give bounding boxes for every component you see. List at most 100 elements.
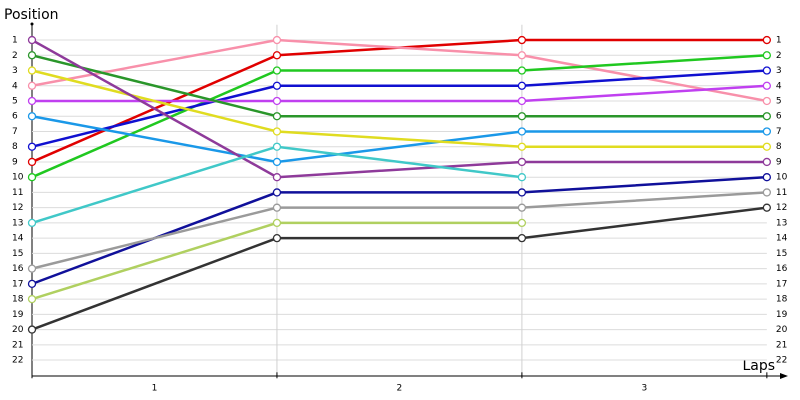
point-marker <box>762 142 772 151</box>
point-marker <box>27 112 37 121</box>
y-tick-label: 9 <box>12 157 18 167</box>
point-marker <box>517 51 527 60</box>
point-marker <box>517 203 527 212</box>
series-line <box>31 175 767 286</box>
y-tick-label-right: 5 <box>776 96 782 106</box>
point-marker <box>27 96 37 106</box>
point-marker <box>762 81 772 90</box>
y-tick-label-right: 21 <box>776 340 787 350</box>
point-marker <box>27 157 37 167</box>
y-tick-label-right: 9 <box>776 157 782 167</box>
y-tick-label-right: 19 <box>776 310 788 320</box>
point-marker <box>272 81 282 90</box>
y-tick-label: 14 <box>12 234 24 244</box>
series-line <box>31 69 767 148</box>
point-marker <box>762 127 772 136</box>
point-marker <box>272 218 282 228</box>
point-marker <box>517 218 527 228</box>
point-marker <box>762 66 772 75</box>
x-axis-arrow <box>780 373 788 379</box>
point-marker <box>272 157 282 167</box>
y-tick-label: 8 <box>12 142 18 152</box>
y-tick-label: 18 <box>12 295 24 305</box>
series-line <box>31 38 767 179</box>
y-tick-label: 7 <box>12 127 18 137</box>
y-tick-label: 16 <box>12 264 24 274</box>
series-line <box>31 69 767 148</box>
y-tick-label: 5 <box>12 96 18 106</box>
point-marker <box>762 112 772 121</box>
y-tick-label: 20 <box>12 325 24 335</box>
point-marker <box>27 294 37 304</box>
point-marker <box>517 142 527 151</box>
y-tick-label-right: 11 <box>776 188 787 198</box>
y-tick-label: 22 <box>12 356 23 366</box>
y-tick-label-right: 2 <box>776 51 782 61</box>
chart-title: Position <box>4 7 59 23</box>
y-tick-label-right: 6 <box>776 112 782 122</box>
point-marker <box>272 127 282 136</box>
point-marker <box>517 233 527 243</box>
point-marker <box>517 112 527 121</box>
y-tick-label-right: 4 <box>776 81 782 91</box>
series-line <box>31 115 767 164</box>
y-tick-label: 15 <box>12 249 23 259</box>
point-marker <box>762 35 772 45</box>
y-tick-label-right: 1 <box>776 36 782 46</box>
point-marker <box>517 157 527 167</box>
y-tick-label-right: 17 <box>776 279 787 289</box>
point-marker <box>27 51 37 60</box>
y-tick-label: 17 <box>12 279 23 289</box>
y-tick-label: 1 <box>12 36 18 46</box>
y-tick-label-right: 18 <box>776 295 788 305</box>
y-tick-label-right: 22 <box>776 356 787 366</box>
y-tick-label-right: 15 <box>776 249 787 259</box>
y-axis-cap <box>30 22 34 26</box>
point-marker <box>762 96 772 106</box>
point-marker <box>272 203 282 212</box>
point-marker <box>762 188 772 197</box>
point-marker <box>27 264 37 273</box>
point-marker <box>27 81 37 90</box>
point-marker <box>27 279 37 289</box>
y-tick-label: 6 <box>12 112 18 122</box>
point-marker <box>27 66 37 75</box>
point-marker <box>272 66 282 75</box>
series-line <box>31 191 767 270</box>
point-marker <box>762 203 772 212</box>
y-tick-label: 19 <box>12 310 24 320</box>
y-tick-label: 3 <box>12 66 18 76</box>
series-line <box>31 54 767 118</box>
x-tick-label: 2 <box>397 384 403 394</box>
y-tick-label: 4 <box>12 81 18 91</box>
y-tick-label-right: 14 <box>776 234 788 244</box>
point-marker <box>27 325 37 334</box>
point-marker <box>762 51 772 60</box>
y-tick-label: 10 <box>12 173 24 183</box>
point-marker <box>517 81 527 90</box>
point-marker <box>762 157 772 167</box>
point-marker <box>272 96 282 106</box>
y-tick-label-right: 20 <box>776 325 788 335</box>
point-marker <box>272 35 282 45</box>
y-tick-label: 12 <box>12 203 23 213</box>
point-marker <box>517 127 527 136</box>
point-marker <box>272 51 282 60</box>
series-line <box>31 206 768 331</box>
point-marker <box>517 35 527 45</box>
point-marker <box>272 233 282 243</box>
x-tick-label: 1 <box>152 384 158 394</box>
series-line <box>31 54 767 179</box>
point-marker <box>27 142 37 151</box>
y-tick-label: 11 <box>12 188 23 198</box>
y-tick-label: 13 <box>12 218 23 228</box>
y-tick-label-right: 3 <box>776 66 782 76</box>
y-tick-label-right: 12 <box>776 203 787 213</box>
y-tick-label-right: 10 <box>776 173 788 183</box>
point-marker <box>272 188 282 197</box>
point-marker <box>517 96 527 106</box>
y-tick-label-right: 16 <box>776 264 788 274</box>
point-marker <box>517 66 527 75</box>
y-tick-label-right: 7 <box>776 127 782 137</box>
